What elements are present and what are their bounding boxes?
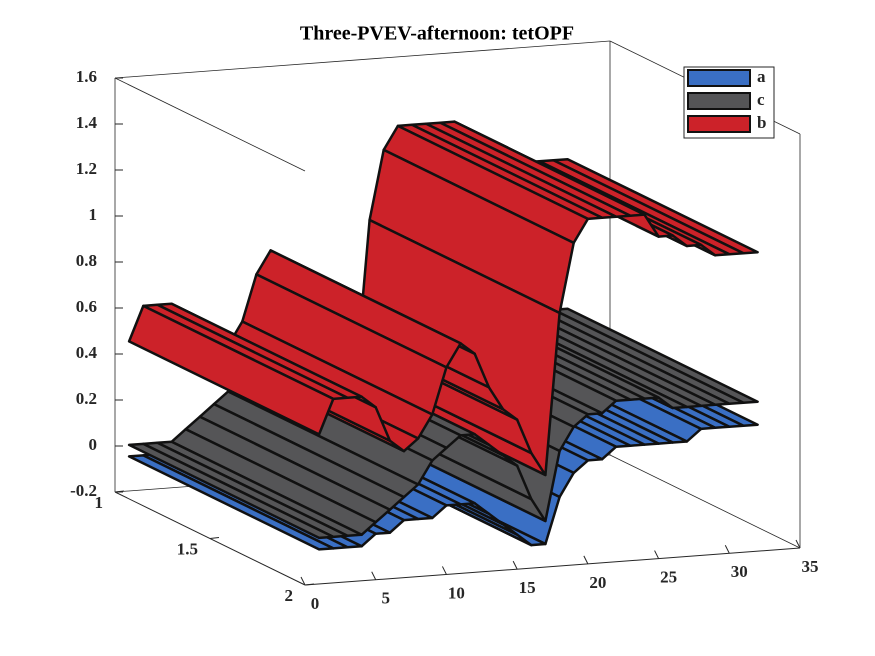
- y-tick-label: 2: [285, 586, 294, 605]
- legend-swatch: [687, 69, 751, 87]
- x-tick: [654, 550, 660, 559]
- z-tick-label: 1: [89, 205, 98, 224]
- z-tick-label: 0.2: [76, 389, 97, 408]
- legend: acb: [683, 66, 775, 139]
- z-tick-label: 0.6: [76, 297, 97, 316]
- y-tick: [304, 583, 315, 586]
- x-tick: [512, 560, 518, 570]
- y-tick-label: 1.5: [177, 539, 198, 558]
- x-tick: [583, 555, 589, 565]
- box-edge: [114, 40, 611, 79]
- box-edge: [609, 454, 801, 549]
- x-tick-label: 0: [311, 594, 320, 613]
- x-tick-label: 5: [381, 589, 390, 608]
- x-tick: [795, 539, 801, 549]
- x-tick: [724, 545, 730, 554]
- x-tick: [441, 566, 447, 575]
- box-edge: [114, 77, 306, 172]
- surface-patch: [127, 304, 335, 436]
- x-tick-label: 30: [731, 562, 748, 581]
- x-tick: [371, 571, 377, 580]
- z-tick-label: -0.2: [70, 481, 97, 500]
- surface-patch: [127, 442, 335, 540]
- z-tick-label: 1.6: [76, 67, 97, 86]
- x-tick-label: 25: [660, 567, 677, 586]
- x-tick-label: 20: [589, 573, 606, 592]
- y-tick-label: 1: [95, 493, 104, 512]
- z-tick-label: 0.8: [76, 251, 97, 270]
- z-tick-label: 1.4: [76, 113, 98, 132]
- x-tick-label: 10: [448, 583, 465, 602]
- x-tick-label: 15: [519, 578, 536, 597]
- z-tick-label: 0.4: [76, 343, 98, 362]
- x-tick: [300, 576, 306, 586]
- z-tick-label: 0: [89, 435, 98, 454]
- legend-label: c: [757, 90, 765, 109]
- legend-swatch: [687, 115, 751, 133]
- legend-label: b: [757, 113, 766, 132]
- y-tick: [114, 490, 125, 493]
- chart-title: Three-PVEV-afternoon: tetOPF: [300, 23, 574, 45]
- legend-swatch: [687, 92, 751, 110]
- surface-patch: [127, 454, 335, 551]
- x-tick-label: 35: [802, 557, 819, 576]
- legend-label: a: [757, 67, 766, 86]
- z-tick-label: 1.2: [76, 159, 97, 178]
- y-tick: [209, 537, 220, 539]
- surfaces: [127, 120, 759, 551]
- axis-line: [304, 547, 801, 586]
